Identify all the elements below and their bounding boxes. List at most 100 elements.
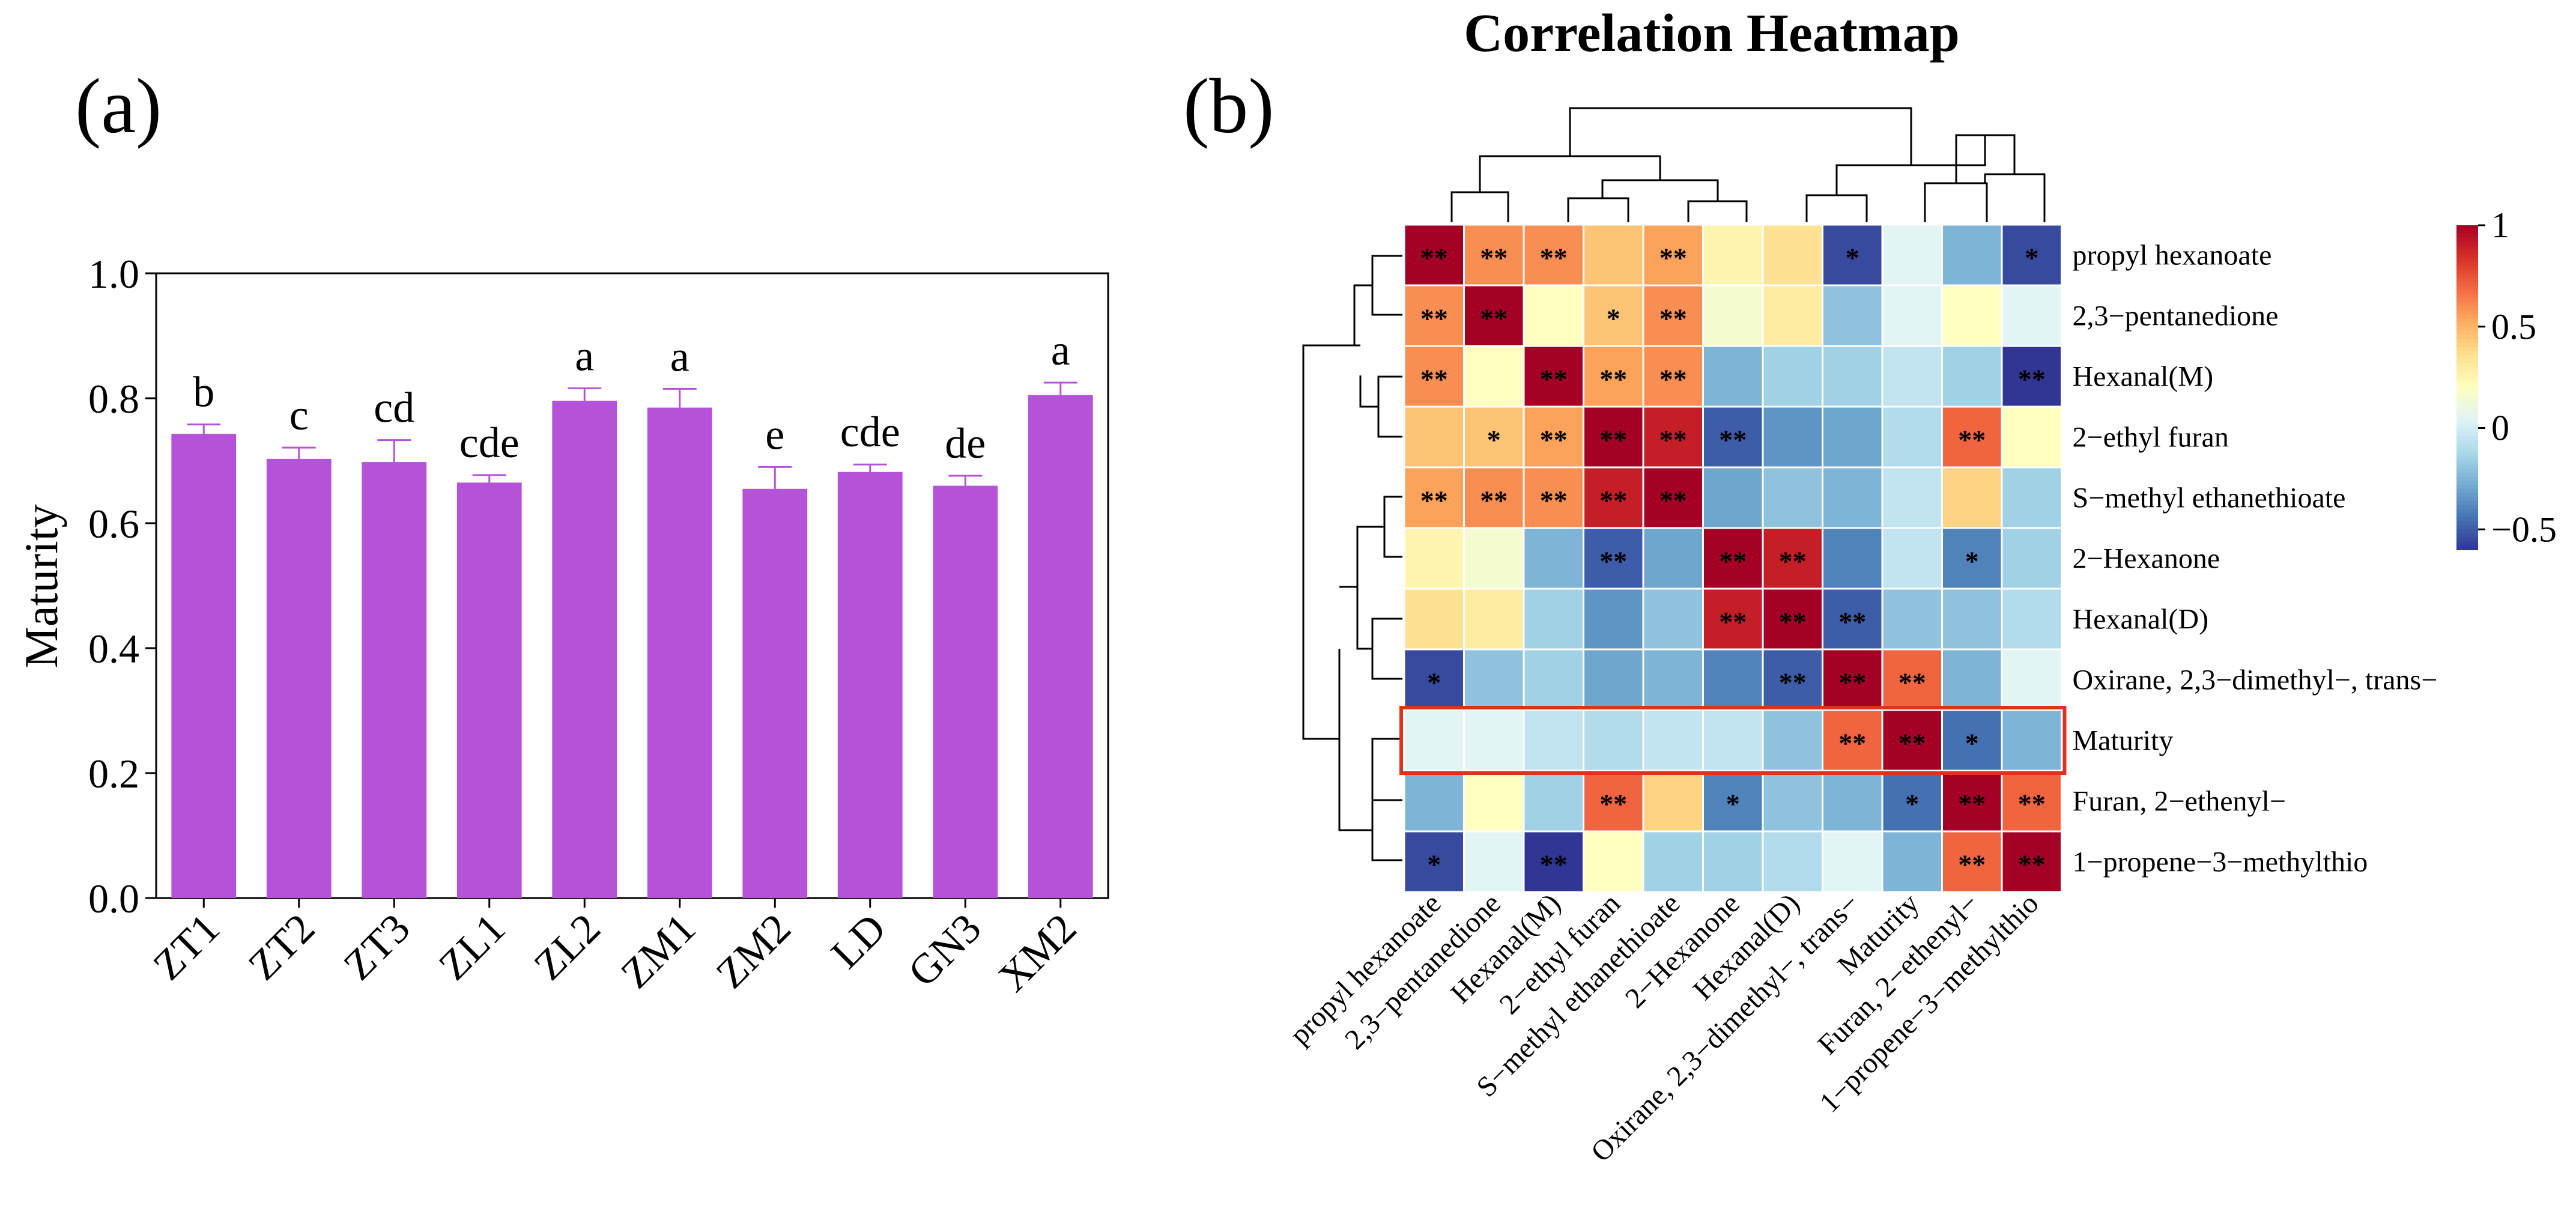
row-label: Hexanal(D) bbox=[2073, 604, 2209, 636]
colorbar-segment bbox=[2456, 237, 2478, 242]
colorbar-segment bbox=[2456, 493, 2478, 498]
significance-stars: ** bbox=[1838, 607, 1866, 637]
colorbar-segment bbox=[2456, 229, 2478, 234]
colorbar-segment bbox=[2456, 375, 2478, 380]
heatmap-cell bbox=[1403, 284, 1465, 347]
colorbar-segment bbox=[2456, 266, 2478, 271]
colorbar-segment bbox=[2456, 330, 2478, 336]
heatmap-cell bbox=[1941, 830, 2003, 893]
colorbar-segment bbox=[2456, 310, 2478, 315]
heatmap-cell bbox=[1523, 527, 1584, 590]
heatmap-cell bbox=[1642, 587, 1704, 651]
significance-stars: ** bbox=[1540, 485, 1568, 516]
heatmap-cell bbox=[1822, 284, 1884, 347]
colorbar-segment bbox=[2456, 407, 2478, 413]
heatmap-cell bbox=[1941, 466, 2003, 529]
significance-stars: ** bbox=[1420, 303, 1448, 334]
row-label: 2−Hexanone bbox=[2073, 543, 2220, 575]
colorbar-segment bbox=[2456, 469, 2478, 473]
heatmap-cell bbox=[1822, 405, 1884, 469]
significance-letter: e bbox=[765, 410, 784, 458]
heatmap-cell bbox=[1463, 284, 1525, 347]
significance-stars: ** bbox=[2018, 849, 2046, 880]
significance-stars: ** bbox=[1599, 485, 1627, 516]
colorbar-segment bbox=[2456, 521, 2478, 526]
heatmap-cell bbox=[1702, 284, 1764, 347]
colorbar-segment bbox=[2456, 258, 2478, 263]
colorbar-segment bbox=[2456, 359, 2478, 364]
colorbar-segment bbox=[2456, 306, 2478, 311]
heatmap-cell bbox=[1642, 284, 1704, 347]
colorbar-segment bbox=[2456, 326, 2478, 332]
colorbar-segment bbox=[2456, 261, 2478, 267]
row-label: Furan, 2−ethenyl− bbox=[2073, 786, 2286, 818]
y-tick-label: 0.0 bbox=[88, 876, 139, 921]
heatmap-cell bbox=[1583, 830, 1644, 893]
y-axis-title: Maturity bbox=[15, 505, 67, 669]
heatmap-cell bbox=[1463, 648, 1525, 711]
colorbar-segment bbox=[2456, 355, 2478, 360]
heatmap-cell bbox=[1762, 527, 1823, 590]
heatmap-cell bbox=[2001, 405, 2062, 469]
significance-letter: a bbox=[1051, 326, 1070, 374]
significance-stars: ** bbox=[1540, 425, 1568, 455]
heatmap-cell bbox=[1702, 709, 1764, 772]
colorbar-segment bbox=[2456, 423, 2478, 429]
heatmap-cell bbox=[2001, 830, 2062, 893]
heatmap-cell bbox=[1463, 405, 1525, 469]
significance-stars: * bbox=[1846, 243, 1859, 273]
heatmap-cell bbox=[1583, 405, 1644, 469]
heatmap-cell bbox=[1881, 830, 1943, 893]
heatmap-cell bbox=[1881, 284, 1943, 347]
significance-stars: ** bbox=[1659, 303, 1687, 334]
significance-stars: ** bbox=[1540, 243, 1568, 273]
heatmap-cell bbox=[1881, 769, 1943, 833]
colorbar-segment bbox=[2456, 533, 2478, 538]
significance-stars: ** bbox=[1899, 728, 1926, 759]
colorbar-segment bbox=[2456, 448, 2478, 453]
heatmap-cell bbox=[1642, 769, 1704, 833]
row-label: Hexanal(M) bbox=[2073, 361, 2214, 393]
heatmap-cell bbox=[1583, 648, 1644, 711]
significance-stars: ** bbox=[1420, 243, 1448, 273]
heatmap-cell bbox=[1702, 345, 1764, 408]
significance-stars: ** bbox=[1599, 546, 1627, 577]
heatmap-cell bbox=[1523, 284, 1584, 347]
heatmap-title: Correlation Heatmap bbox=[1464, 4, 1960, 63]
heatmap-cell bbox=[1822, 466, 1884, 529]
bar bbox=[266, 458, 332, 898]
heatmap-cell bbox=[1642, 648, 1704, 711]
significance-stars: ** bbox=[1480, 303, 1508, 334]
heatmap-cell bbox=[2001, 345, 2062, 408]
colorbar-segment bbox=[2456, 241, 2478, 246]
colorbar-tick-label: −0.5 bbox=[2491, 509, 2557, 549]
heatmap-cell bbox=[1762, 405, 1823, 469]
significance-stars: ** bbox=[1659, 485, 1687, 516]
colorbar-segment bbox=[2456, 387, 2478, 392]
heatmap-cell bbox=[1881, 648, 1943, 711]
heatmap-cell bbox=[1403, 709, 1465, 772]
bar bbox=[647, 407, 712, 898]
bar bbox=[362, 462, 427, 898]
heatmap-cell bbox=[1822, 223, 1884, 287]
significance-stars: ** bbox=[1420, 364, 1448, 395]
colorbar-segment bbox=[2456, 428, 2478, 433]
colorbar-tick-label: 0 bbox=[2491, 408, 2509, 448]
heatmap-cell bbox=[1941, 648, 2003, 711]
heatmap-cell bbox=[1762, 648, 1823, 711]
significance-stars: ** bbox=[1779, 607, 1807, 637]
top-dendrogram bbox=[1450, 107, 2046, 222]
significance-stars: * bbox=[1427, 849, 1441, 880]
significance-letter: cde bbox=[840, 408, 900, 456]
heatmap-cell bbox=[2001, 466, 2062, 529]
bar bbox=[456, 482, 522, 898]
significance-letter: de bbox=[945, 419, 986, 467]
significance-stars: * bbox=[1427, 667, 1441, 698]
heatmap-cell bbox=[1702, 648, 1764, 711]
heatmap-cell bbox=[1702, 769, 1764, 833]
significance-letter: cd bbox=[374, 384, 414, 432]
y-tick-label: 0.2 bbox=[88, 751, 139, 797]
heatmap-cell bbox=[1403, 466, 1465, 529]
colorbar-segment bbox=[2456, 485, 2478, 490]
heatmap-cell bbox=[1583, 709, 1644, 772]
